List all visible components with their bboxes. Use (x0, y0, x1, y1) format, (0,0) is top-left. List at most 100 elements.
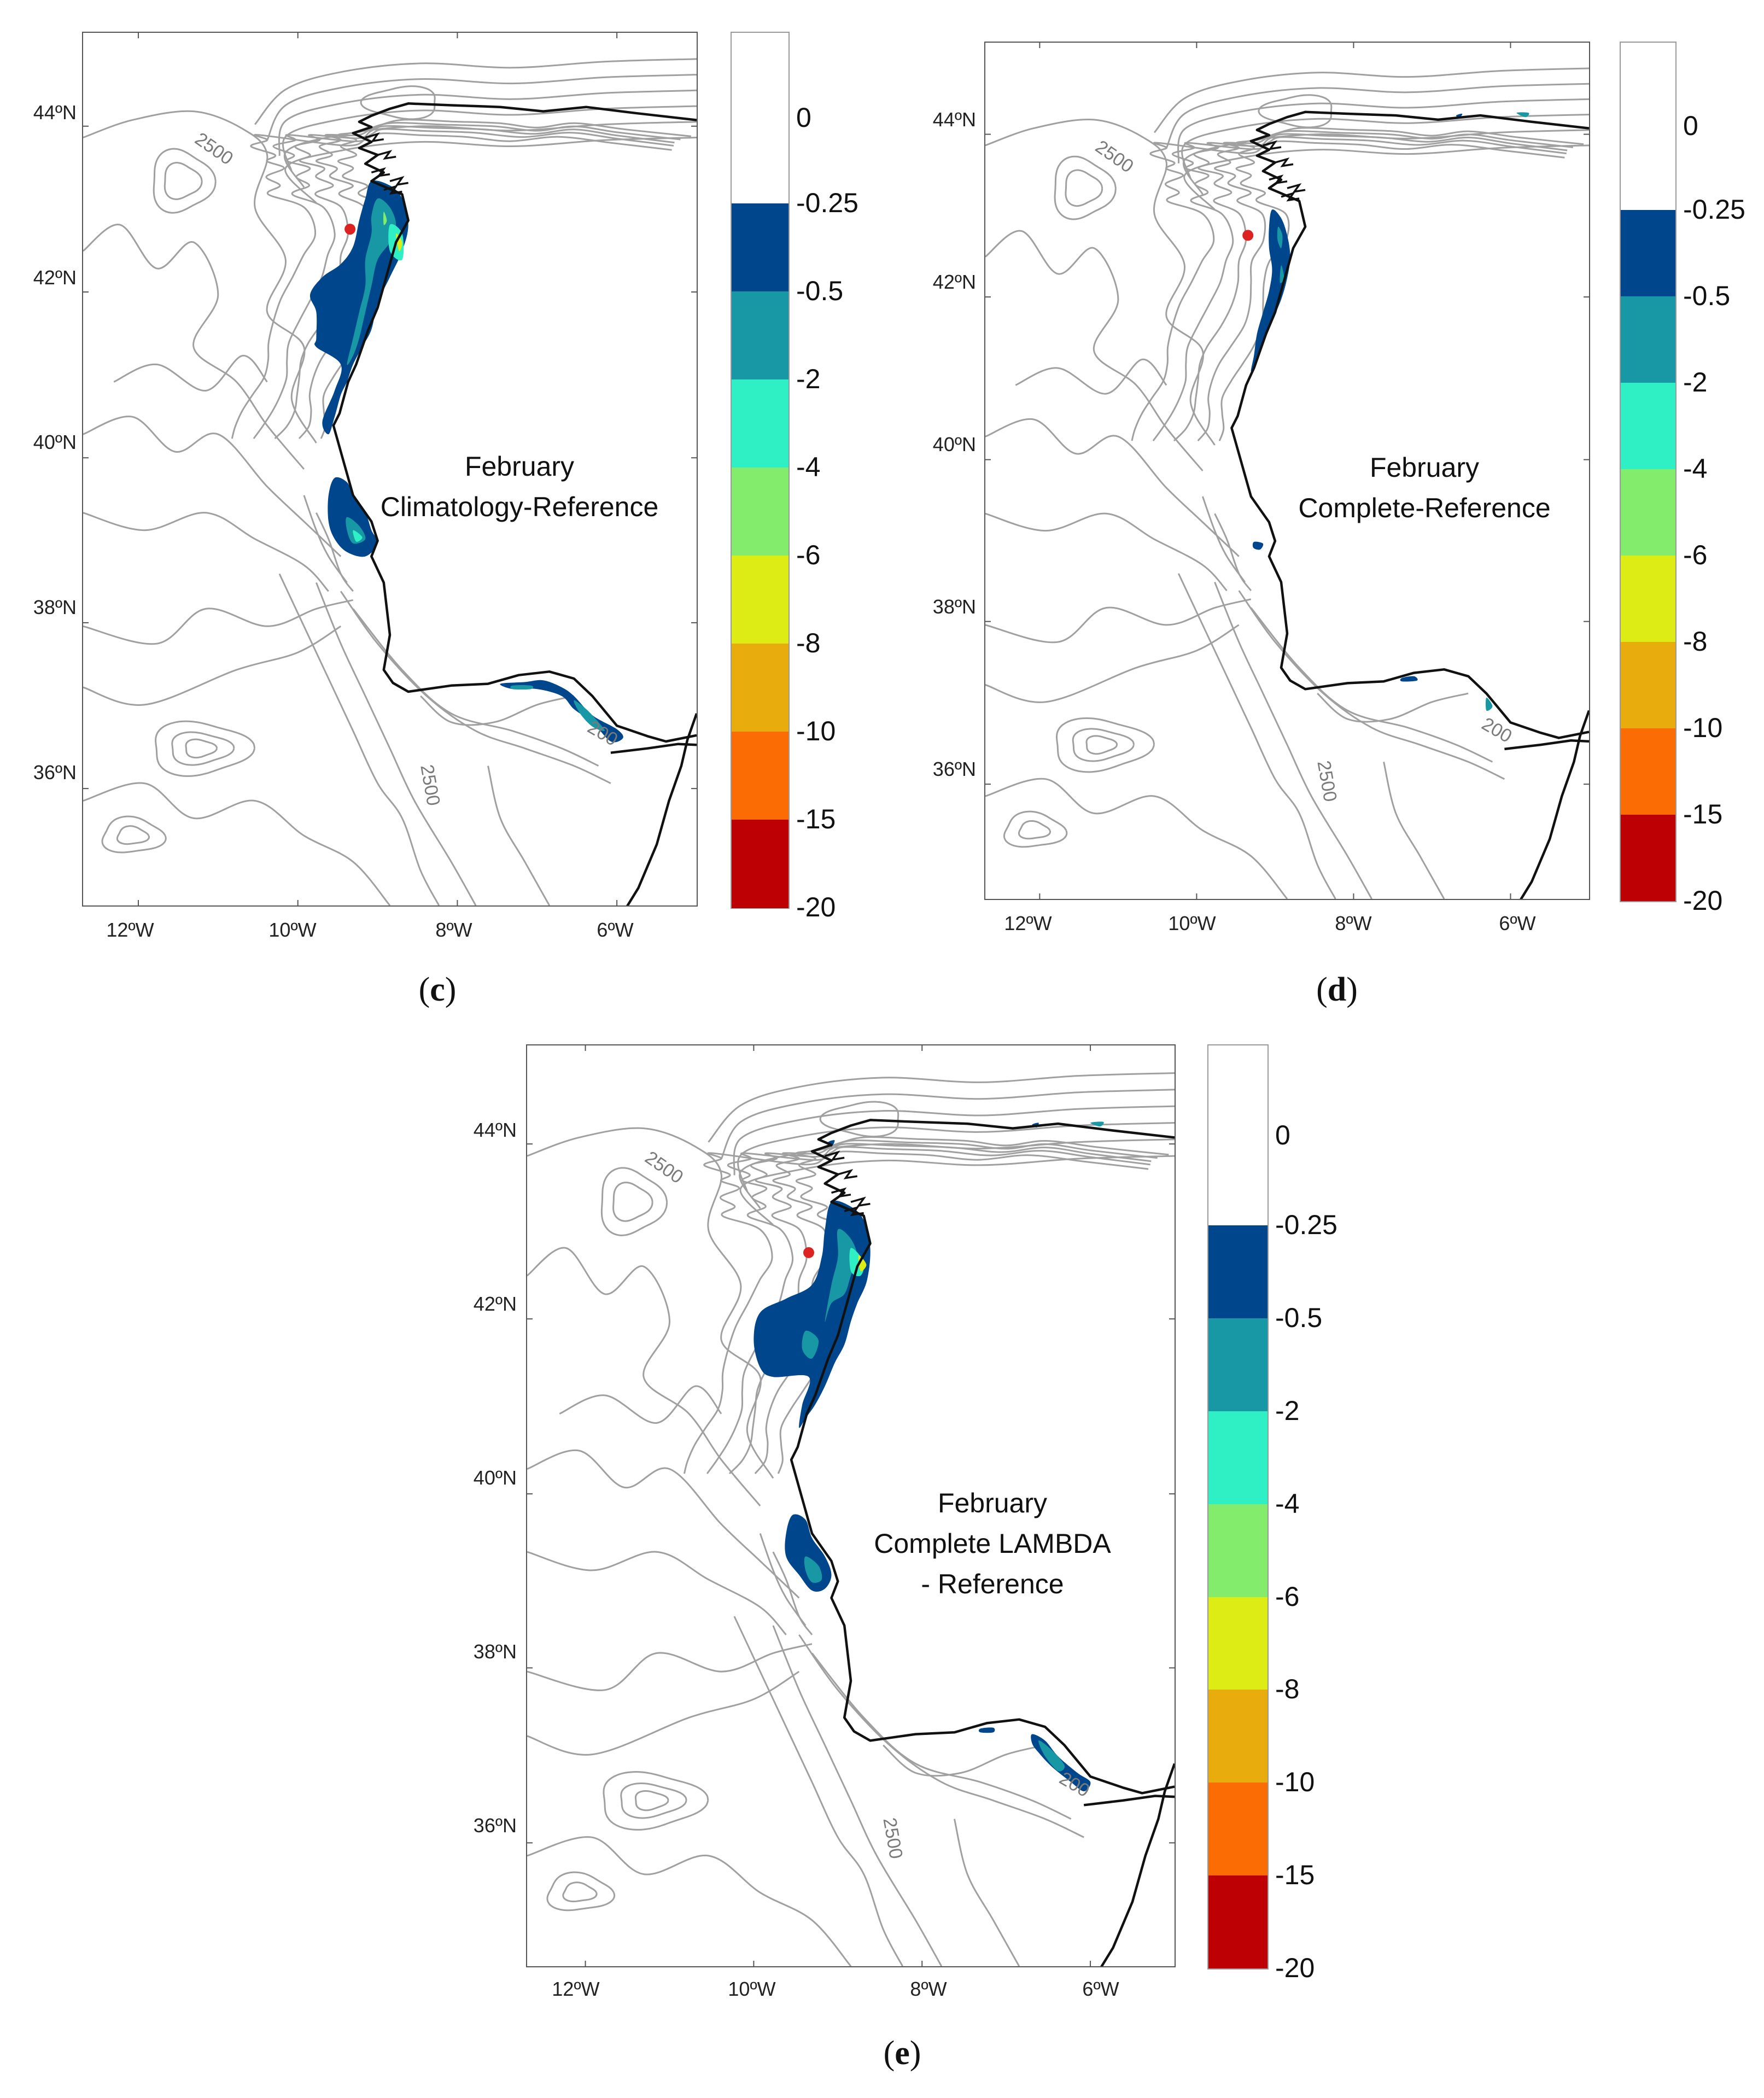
bathymetry-contour (1201, 496, 1246, 583)
map-frame-d: 2500 2500 200 (984, 42, 1590, 900)
lat-label: 36ºN (473, 1814, 517, 1837)
colorbar-swatch (1621, 210, 1675, 297)
bathymetry-contour (953, 1819, 1020, 1966)
affected-area (978, 1727, 995, 1733)
bathymetry-contour (171, 731, 235, 766)
lon-label: 6ºW (1499, 912, 1536, 934)
contour-label: 2500 (416, 763, 444, 807)
bathymetry-contour (708, 1072, 1175, 1143)
colorbar-swatch (732, 33, 788, 204)
coastline-africa (1520, 710, 1589, 899)
colorbar-label: -0.25 (1275, 1209, 1337, 1241)
affected-area (1038, 1740, 1065, 1772)
colorbar-swatch (1208, 1875, 1267, 1969)
coastline-africa (626, 713, 697, 905)
coastline-ria (365, 132, 384, 143)
colorbar-label: -2 (1275, 1395, 1300, 1426)
map-title-e: February Complete LAMBDA - Reference (820, 1483, 1165, 1604)
bathymetry-contour (527, 1551, 787, 1635)
colorbar-label: -0.5 (1683, 280, 1731, 312)
bathymetry-contour (487, 765, 551, 905)
contour-label: 2500 (1313, 759, 1341, 803)
bathymetry-contour (985, 598, 1252, 644)
bathymetry-contour (527, 1836, 852, 1966)
map-title-line: Climatology-Reference (380, 492, 659, 522)
colorbar-swatch (732, 467, 788, 556)
colorbar-label: -20 (1683, 885, 1723, 916)
bathymetry-contour (527, 1643, 813, 1691)
bathymetry-contour (562, 1881, 598, 1902)
coastline-ria (383, 184, 402, 195)
colorbar-label: -6 (796, 540, 821, 570)
bathymetry-contour (83, 626, 341, 706)
bathymetry-contour (1214, 582, 1372, 899)
affected-area (510, 685, 534, 690)
bathymetry-contour (1183, 144, 1589, 211)
bathymetry-contour (1152, 136, 1567, 442)
bathymetry-contour (283, 121, 697, 188)
bathymetry-contour (1383, 762, 1445, 899)
colorbar-swatch (732, 291, 788, 380)
colorbar-e: 0 -0.25 -0.5 -2 -4 -6 -8 -10 -15 -20 (1207, 1044, 1337, 1983)
bathymetry-contour (1131, 140, 1565, 441)
coastline-ria (377, 150, 396, 160)
bathymetry-contour (985, 418, 1240, 557)
coastline-ria (1269, 174, 1288, 185)
bathymetry-contour (1182, 129, 1589, 195)
lat-label: 42ºN (473, 1293, 517, 1315)
coastline (332, 102, 697, 743)
bathymetry-contour (83, 110, 317, 443)
colorbar-swatch (1621, 815, 1675, 902)
bathymetry-contour (1165, 83, 1589, 149)
colorbar-label: -0.5 (1275, 1302, 1323, 1333)
coastline-ria (831, 1187, 851, 1198)
bathymetry-contour (1214, 513, 1252, 592)
bathymetry-contour (739, 1155, 1175, 1226)
affected-area (1277, 226, 1283, 248)
station-marker (1242, 230, 1254, 241)
bathymetry-contour (1173, 133, 1568, 442)
colorbar-label: -4 (1275, 1488, 1300, 1519)
bathymetry-contour (985, 119, 1216, 446)
colorbar-swatch (732, 203, 788, 292)
map-title-d: February Complete-Reference (1252, 447, 1597, 528)
bathymetry-contour (527, 1449, 800, 1599)
coastline-ria (371, 167, 390, 178)
bathymetry-contour (352, 608, 599, 767)
colorbar-c: 0 -0.25 -0.5 -2 -4 -6 -8 -10 -15 -20 (731, 32, 858, 922)
bathymetry-contour (231, 132, 672, 439)
bathymetry-contour (759, 1533, 807, 1626)
coastline-ria (1287, 183, 1306, 193)
lon-label: 6ºW (1082, 1978, 1119, 2000)
bathymetry-contour (1250, 607, 1493, 763)
bathymetry-contour (1238, 590, 1505, 780)
colorbar-label: -0.5 (796, 276, 844, 306)
affected-area (1090, 1121, 1104, 1127)
map-title-c: February Climatology-Reference (347, 446, 692, 527)
colorbar-swatch (1621, 642, 1675, 729)
bathymetry-contour (1015, 358, 1167, 395)
lat-label: 38ºN (932, 595, 976, 618)
colorbar-label: -0.25 (1683, 194, 1745, 225)
coastline (1230, 110, 1589, 739)
bathymetry-contour (1153, 67, 1589, 133)
colorbar-swatch (1621, 728, 1675, 815)
colorbar-d: 0 -0.25 -0.5 -2 -4 -6 -8 -10 -15 -20 (1620, 42, 1745, 916)
coastline (790, 1119, 1175, 1795)
colorbar-swatch (1208, 1225, 1267, 1319)
lat-label: 44ºN (473, 1119, 517, 1141)
colorbar-label: -0.25 (796, 188, 858, 218)
contour-label: 2500 (191, 128, 237, 170)
bathymetry-contour (527, 1670, 800, 1756)
contour-label: 2500 (879, 1816, 907, 1860)
colorbar-swatch (1621, 469, 1675, 556)
bathymetry-contour (1054, 155, 1117, 220)
bathymetry-contour (155, 720, 256, 777)
coastline-africa (1100, 1763, 1175, 1966)
bathymetry-contour (603, 1771, 709, 1831)
bathymetry-contour (298, 121, 681, 440)
bathymetry-contour (1072, 728, 1135, 762)
lat-label: 38ºN (473, 1640, 517, 1663)
bathymetry-contour (777, 1136, 1169, 1474)
